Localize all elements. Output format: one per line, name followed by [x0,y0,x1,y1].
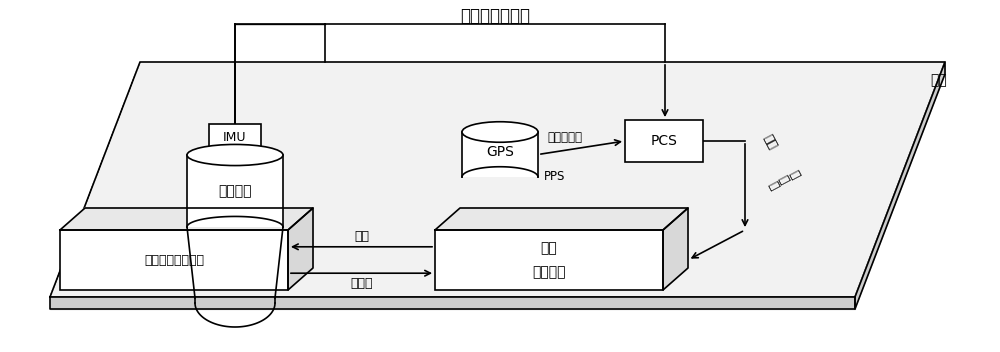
Polygon shape [435,208,688,230]
Text: 平台: 平台 [541,241,557,255]
Bar [625,120,703,162]
Text: 慢性稳定平台框架: 慢性稳定平台框架 [144,253,204,266]
Ellipse shape [187,144,283,165]
Text: IMU: IMU [223,132,247,145]
Polygon shape [50,297,855,309]
Polygon shape [663,208,688,290]
Text: PPS: PPS [544,170,566,183]
Polygon shape [50,62,945,297]
Polygon shape [855,62,945,309]
Text: 模拟载荷: 模拟载荷 [218,184,252,198]
Bar [462,132,538,177]
Text: 指令: 指令 [354,230,369,243]
Text: 姿态: 姿态 [760,132,779,152]
Text: 角位置: 角位置 [350,277,373,290]
Text: GPS: GPS [486,145,514,159]
Text: 控制系统: 控制系统 [532,265,566,279]
Text: PCS: PCS [651,134,677,148]
Bar [60,230,288,290]
Text: 角速度、加速度: 角速度、加速度 [460,7,530,25]
Text: 飞机: 飞机 [930,73,947,87]
Bar [435,230,663,290]
Text: 位置、速度: 位置、速度 [548,131,582,144]
Text: 角
速
度: 角 速 度 [765,168,801,192]
Bar [209,124,261,152]
Polygon shape [288,208,313,290]
Ellipse shape [462,122,538,142]
Bar [187,155,283,227]
Polygon shape [60,208,313,230]
